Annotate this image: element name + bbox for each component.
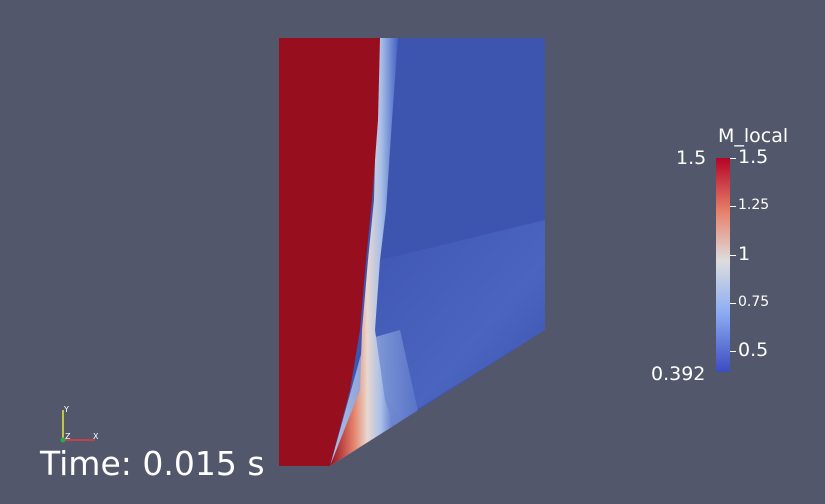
colorbar-max-label: 1.5 [676,147,707,169]
axis-y-label: Y [63,405,69,414]
axis-x-label: X [93,432,99,441]
colorbar-min-label: 0.392 [651,363,706,385]
colorbar-tick-label: 1.5 [738,146,769,168]
colorbar-tick-mark [730,303,736,304]
colorbar-tick-label: 1.25 [738,197,770,213]
shock-band [330,38,398,466]
orientation-axes: Y Z X [60,405,99,443]
colorbar-title: M_local [718,125,789,147]
colorbar-tick-label: 1 [738,243,751,265]
lower-flow-region [370,220,545,420]
colorbar-tick-mark [730,158,736,159]
colorbar-tick-mark [730,206,736,207]
axis-z-label: Z [65,432,71,441]
supersonic-region [279,38,380,466]
colorbar-tick-label: 0.75 [738,294,770,310]
colorbar-tick-mark [730,351,736,352]
time-annotation: Time: 0.015 s [40,444,265,483]
colorbar-tick-label: 0.5 [738,339,769,361]
mach-contour-plot [279,38,545,466]
colorbar-tick-mark [730,255,736,256]
colorbar [716,158,730,372]
